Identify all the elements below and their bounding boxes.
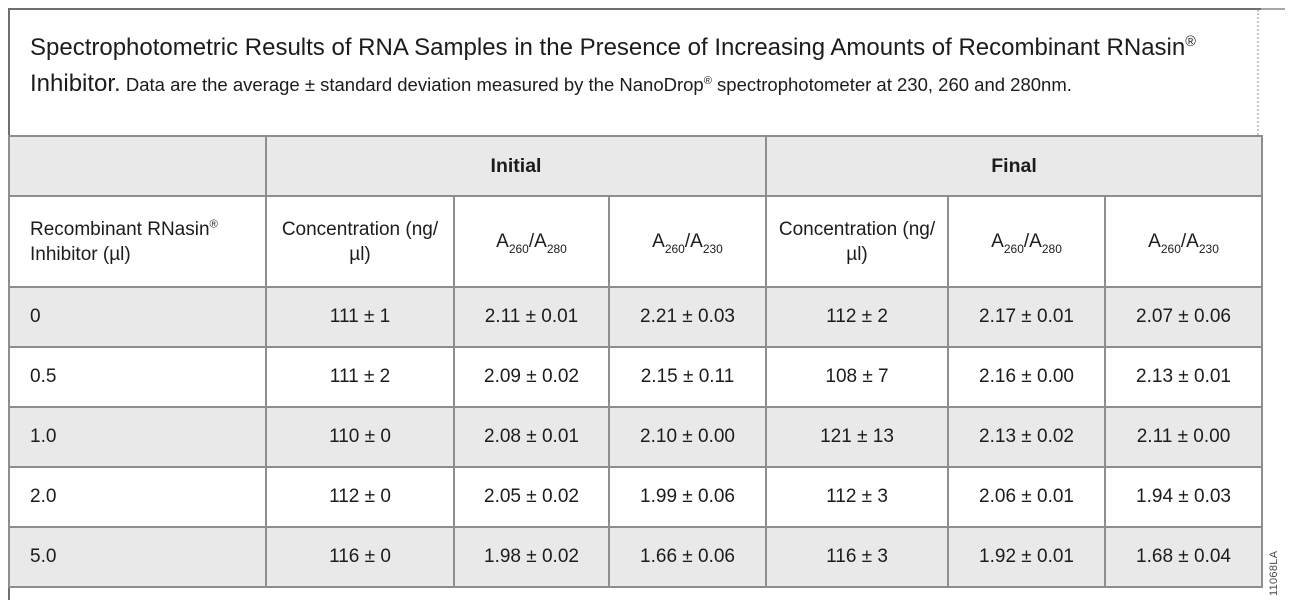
initial-a260-a280-header: A260/A280 [453,195,610,288]
figure-number: 11068LA [1268,550,1280,596]
caption-note: Data are the average ± standard deviatio… [120,74,1072,95]
final-a260-a280-cell: 2.13 ± 0.02 [947,406,1107,468]
final-conc-cell: 112 ± 2 [765,286,950,348]
final-a260-a230-cell: 2.13 ± 0.01 [1104,346,1264,408]
table-caption: Spectrophotometric Results of RNA Sample… [10,10,1218,103]
initial-a260-a230-cell: 1.99 ± 0.06 [607,466,768,528]
initial-a260-a280-cell: 2.11 ± 0.01 [453,286,610,348]
inhibitor-cell: 5.0 [8,526,267,588]
initial-a260-a230-cell: 1.66 ± 0.06 [607,526,768,588]
initial-conc-cell: 116 ± 0 [265,526,455,588]
frame-top-border-extension [1261,8,1285,10]
table-row: 2.0 112 ± 0 2.05 ± 0.02 1.99 ± 0.06 112 … [8,466,1264,528]
initial-conc-cell: 110 ± 0 [265,406,455,468]
initial-a260-a280-cell: 2.05 ± 0.02 [453,466,610,528]
final-group-header: Final [765,135,1264,197]
inhibitor-column-header: Recombinant RNasin® Inhibitor (µl) [8,195,267,288]
initial-group-header: Initial [264,135,768,197]
final-a260-a230-cell: 2.07 ± 0.06 [1104,286,1264,348]
final-a260-a230-cell: 2.11 ± 0.00 [1104,406,1264,468]
initial-conc-cell: 112 ± 0 [265,466,455,528]
registered-mark: ® [1185,34,1196,50]
results-table: Initial Final Recombinant RNasin® Inhibi… [8,135,1264,588]
final-a260-a280-header: A260/A280 [947,195,1107,288]
initial-conc-cell: 111 ± 1 [265,286,455,348]
initial-a260-a280-cell: 2.08 ± 0.01 [453,406,610,468]
final-conc-cell: 121 ± 13 [765,406,950,468]
final-concentration-header: Concentration (ng/µl) [765,195,950,288]
final-a260-a230-cell: 1.68 ± 0.04 [1104,526,1264,588]
final-a260-a280-cell: 1.92 ± 0.01 [947,526,1107,588]
initial-a260-a280-cell: 1.98 ± 0.02 [453,526,610,588]
group-header-row: Initial Final [8,135,1264,197]
initial-a260-a230-header: A260/A230 [607,195,768,288]
inhibitor-cell: 1.0 [8,406,267,468]
final-conc-cell: 112 ± 3 [765,466,950,528]
caption-main: Spectrophotometric Results of RNA Sample… [30,34,1196,97]
column-header-row: Recombinant RNasin® Inhibitor (µl) Conce… [8,195,1264,288]
initial-a260-a280-cell: 2.09 ± 0.02 [453,346,610,408]
final-a260-a230-header: A260/A230 [1104,195,1264,288]
table-row: 0 111 ± 1 2.11 ± 0.01 2.21 ± 0.03 112 ± … [8,286,1264,348]
table-row: 5.0 116 ± 0 1.98 ± 0.02 1.66 ± 0.06 116 … [8,526,1264,588]
results-table-wrapper: Initial Final Recombinant RNasin® Inhibi… [8,135,1264,588]
inhibitor-cell: 2.0 [8,466,267,528]
registered-mark: ® [209,218,218,231]
table-row: 0.5 111 ± 2 2.09 ± 0.02 2.15 ± 0.11 108 … [8,346,1264,408]
final-a260-a280-cell: 2.17 ± 0.01 [947,286,1107,348]
caption-right-dotted-border [1257,10,1259,135]
table-row: 1.0 110 ± 0 2.08 ± 0.01 2.10 ± 0.00 121 … [8,406,1264,468]
final-a260-a280-cell: 2.06 ± 0.01 [947,466,1107,528]
inhibitor-cell: 0.5 [8,346,267,408]
inhibitor-cell: 0 [8,286,267,348]
final-a260-a230-cell: 1.94 ± 0.03 [1104,466,1264,528]
initial-a260-a230-cell: 2.10 ± 0.00 [607,406,768,468]
registered-mark: ® [703,74,712,87]
figure-frame: Spectrophotometric Results of RNA Sample… [8,8,1264,600]
final-conc-cell: 108 ± 7 [765,346,950,408]
final-a260-a280-cell: 2.16 ± 0.00 [947,346,1107,408]
initial-concentration-header: Concentration (ng/µl) [265,195,455,288]
initial-a260-a230-cell: 2.15 ± 0.11 [607,346,768,408]
final-conc-cell: 116 ± 3 [765,526,950,588]
corner-cell [8,135,267,197]
initial-a260-a230-cell: 2.21 ± 0.03 [607,286,768,348]
initial-conc-cell: 111 ± 2 [265,346,455,408]
